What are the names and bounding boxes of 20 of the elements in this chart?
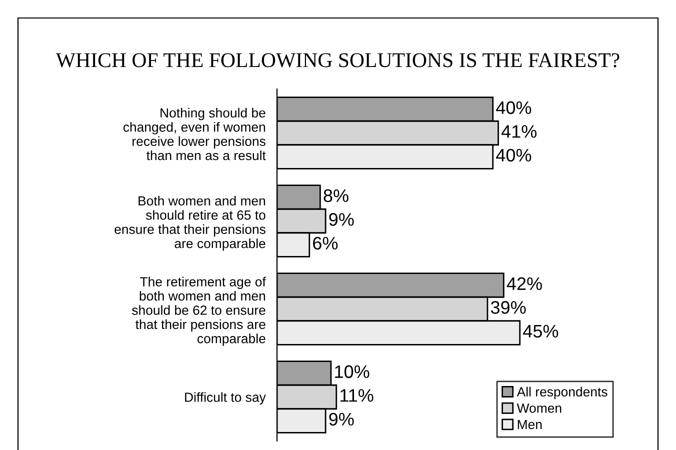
legend-label: All respondents	[516, 386, 608, 400]
chart-title: WHICH OF THE FOLLOWING SOLUTIONS IS THE FAIREST?	[56, 53, 620, 68]
y-tick-label: The retirement age of both women and men should be 62 to ensure that their pensions are comparable	[132, 276, 266, 346]
data-label: 45%	[523, 324, 558, 338]
data-label: 9%	[329, 412, 354, 426]
data-label: 6%	[313, 236, 338, 250]
data-label: 9%	[329, 213, 354, 226]
data-label: 42%	[506, 277, 542, 290]
y-tick-label: Nothing should be changed, even if women receive lower pensions than men as a result	[123, 108, 266, 160]
data-label: 8%	[324, 189, 348, 202]
data-label: 40%	[496, 148, 532, 162]
legend-label: Women	[516, 404, 562, 413]
y-tick-label: Difficult to say	[185, 392, 266, 405]
data-label: 41%	[501, 125, 537, 138]
data-label: 11%	[340, 389, 374, 402]
data-label: 40%	[496, 101, 532, 114]
y-tick-label: Both women and men should retire at 65 to ensure that their pensions are comparable	[114, 196, 266, 251]
data-label: 10%	[335, 365, 370, 378]
data-label: 39%	[490, 301, 526, 314]
legend-label: Men	[518, 420, 542, 430]
